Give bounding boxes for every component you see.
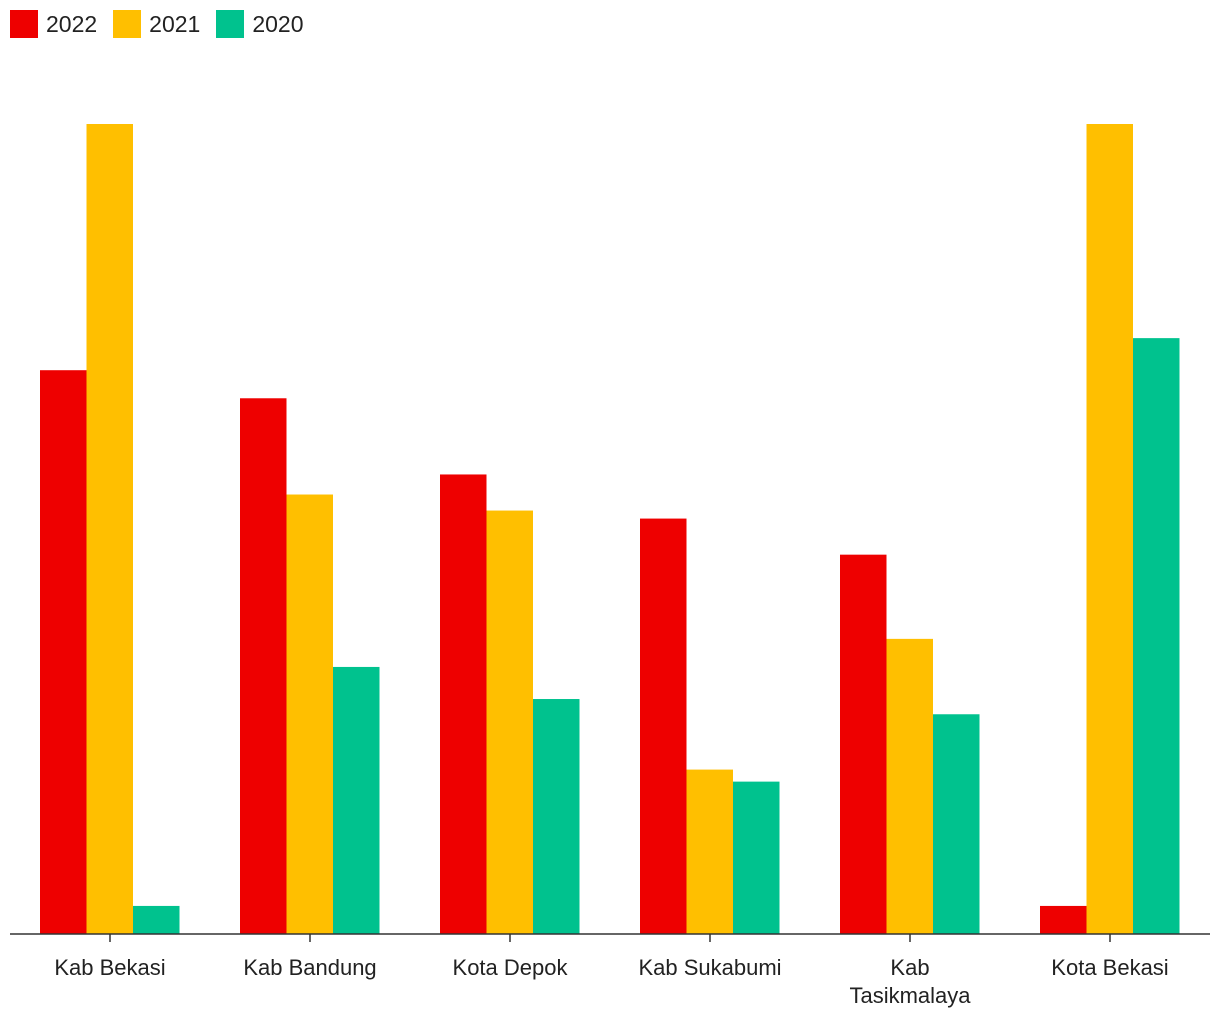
legend-label-2022: 2022 (46, 11, 98, 37)
bar-2022-kota-bekasi (1040, 905, 1087, 934)
legend-swatch-2022 (10, 10, 38, 38)
bar-2020-kab-bekasi (133, 905, 180, 934)
bar-2022-kab-bekasi (40, 370, 87, 935)
bar-2021-kota-bekasi (1086, 124, 1133, 934)
bar-2021-kab-sukabumi (686, 769, 733, 934)
legend-item-2020: 2020 (216, 10, 304, 38)
legend-label-2021: 2021 (149, 11, 201, 37)
bar-2020-kota-bekasi (1133, 338, 1180, 934)
x-tick-label: Kab Bandung (243, 955, 376, 980)
bar-2021-kab-tasikmalaya (886, 638, 933, 934)
legend-item-2021: 2021 (113, 10, 200, 38)
bar-2020-kab-sukabumi (733, 781, 780, 934)
x-tick-label: Kab Sukabumi (638, 955, 781, 980)
legend-item-2022: 2022 (10, 10, 97, 38)
x-tick-label: Kab Tasikmalaya (849, 955, 971, 1008)
legend-label-2020: 2020 (252, 11, 304, 37)
bar-2021-kab-bekasi (86, 124, 133, 934)
bar-2021-kab-bandung (286, 494, 333, 934)
legend: 2022 2021 2020 (10, 10, 320, 38)
bar-2022-kota-depok (440, 474, 487, 934)
bar-2022-kab-bandung (240, 398, 287, 934)
x-tick-label: Kab Bekasi (54, 955, 165, 980)
legend-swatch-2020 (216, 10, 245, 38)
x-tick-label: Kota Depok (453, 955, 569, 980)
legend-swatch-2021 (113, 10, 142, 38)
bar-2022-kab-sukabumi (640, 518, 687, 934)
bar-2020-kab-tasikmalaya (933, 714, 980, 934)
bar-2020-kab-bandung (333, 666, 380, 934)
bar-2020-kota-depok (533, 699, 580, 934)
bar-2021-kota-depok (486, 510, 533, 934)
bar-2022-kab-tasikmalaya (840, 554, 887, 934)
x-tick-label: Kota Bekasi (1051, 955, 1168, 980)
